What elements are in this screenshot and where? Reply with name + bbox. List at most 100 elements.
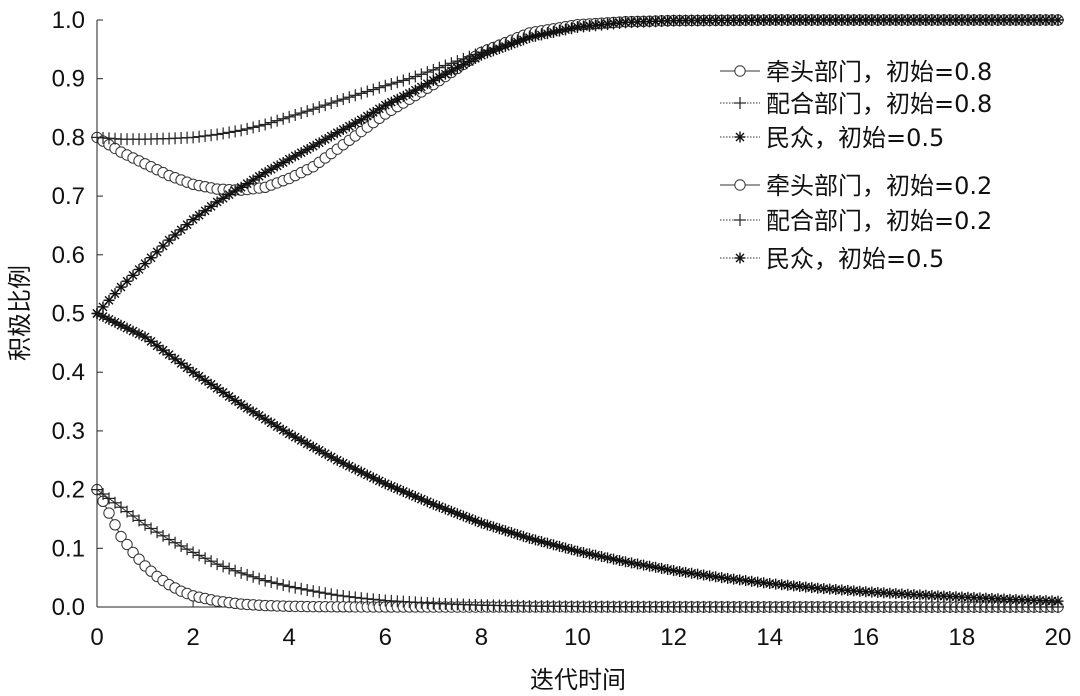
data-point bbox=[133, 514, 146, 527]
data-point bbox=[277, 112, 290, 125]
data-point bbox=[271, 577, 284, 590]
data-point bbox=[403, 72, 416, 85]
x-tick-label: 18 bbox=[949, 624, 976, 651]
data-point bbox=[253, 409, 265, 421]
data-point bbox=[283, 110, 296, 123]
axes: 0.0 0.1 0.2 0.3 0.4 0.5 0.6 0.7 0.8 0.9 1.0 0 2 4 6 8 10… bbox=[52, 7, 1072, 651]
data-point bbox=[331, 95, 344, 108]
data-point bbox=[175, 357, 187, 369]
data-point bbox=[337, 93, 350, 106]
data-point bbox=[265, 116, 278, 129]
data-point bbox=[313, 137, 325, 149]
y-tick-label: 0.9 bbox=[52, 66, 85, 93]
y-axis-label: 积极比例 bbox=[6, 265, 34, 361]
data-point bbox=[325, 588, 338, 601]
data-point bbox=[193, 209, 205, 221]
data-point bbox=[259, 574, 272, 587]
data-point bbox=[241, 568, 254, 581]
data-point bbox=[590, 549, 602, 561]
data-point bbox=[541, 28, 553, 40]
data-point bbox=[181, 543, 194, 556]
data-point bbox=[109, 519, 121, 531]
data-point bbox=[349, 89, 362, 102]
data-point bbox=[127, 269, 139, 281]
data-point bbox=[602, 552, 614, 564]
legend-item: 配合部门，初始=0.8 bbox=[720, 90, 992, 118]
data-point bbox=[301, 105, 314, 118]
data-point bbox=[181, 362, 193, 374]
data-point bbox=[367, 83, 380, 96]
legend-item: 牵头部门，初始=0.8 bbox=[720, 58, 992, 86]
data-point bbox=[199, 374, 211, 386]
data-point bbox=[277, 578, 290, 591]
data-point bbox=[199, 129, 212, 142]
y-tick-label: 0.1 bbox=[52, 535, 85, 562]
data-point bbox=[139, 518, 152, 531]
data-point bbox=[283, 580, 296, 593]
data-point bbox=[217, 386, 229, 398]
series-4 bbox=[91, 483, 1064, 613]
data-point bbox=[319, 587, 332, 600]
data-point bbox=[109, 496, 122, 509]
data-point bbox=[247, 406, 259, 418]
data-point bbox=[734, 574, 746, 586]
data-point bbox=[115, 501, 128, 514]
data-point bbox=[295, 107, 308, 120]
data-point bbox=[325, 97, 338, 110]
data-point bbox=[211, 196, 223, 208]
data-point bbox=[704, 570, 716, 582]
data-point bbox=[277, 156, 289, 168]
legend-marker bbox=[734, 179, 746, 191]
data-point bbox=[145, 252, 157, 264]
x-tick-label: 4 bbox=[283, 624, 296, 651]
series-2 bbox=[91, 14, 1064, 319]
legend-label: 配合部门，初始=0.2 bbox=[766, 207, 992, 235]
data-point bbox=[421, 78, 433, 90]
data-point bbox=[307, 585, 320, 598]
data-point bbox=[217, 560, 230, 573]
data-point bbox=[782, 579, 794, 591]
data-point bbox=[223, 562, 236, 575]
y-tick-label: 0.4 bbox=[52, 359, 85, 386]
data-point bbox=[187, 214, 199, 226]
data-point bbox=[632, 558, 644, 570]
data-point bbox=[115, 530, 127, 543]
data-point bbox=[373, 103, 385, 115]
data-point bbox=[385, 77, 398, 90]
data-point bbox=[427, 63, 440, 76]
data-point bbox=[151, 246, 163, 258]
data-point bbox=[331, 589, 344, 602]
legend: 牵头部门，初始=0.8 配合部门，初始=0.8 民众，初始=0.5 牵头部门，初始=0… bbox=[720, 58, 992, 273]
legend-label: 配合部门，初始=0.8 bbox=[766, 90, 992, 118]
data-point bbox=[229, 125, 242, 138]
data-point bbox=[253, 572, 266, 585]
data-point bbox=[373, 81, 386, 94]
data-point bbox=[361, 110, 373, 122]
x-tick-label: 12 bbox=[660, 624, 687, 651]
data-point bbox=[157, 344, 169, 356]
data-point bbox=[163, 533, 176, 546]
data-point bbox=[421, 66, 434, 79]
data-point bbox=[379, 79, 392, 92]
data-point bbox=[415, 68, 428, 81]
data-point bbox=[361, 85, 374, 98]
data-point bbox=[121, 505, 134, 518]
series-line bbox=[96, 313, 1059, 602]
data-point bbox=[139, 331, 151, 343]
legend-marker bbox=[734, 131, 746, 143]
series-5 bbox=[91, 308, 1064, 607]
data-point bbox=[409, 70, 422, 83]
data-point bbox=[223, 126, 236, 139]
data-point bbox=[121, 538, 133, 551]
data-point bbox=[289, 581, 302, 594]
data-point bbox=[277, 424, 289, 436]
data-point bbox=[205, 200, 217, 212]
data-point bbox=[187, 131, 200, 144]
data-point bbox=[740, 575, 752, 587]
data-point bbox=[325, 130, 337, 142]
y-tick-label: 0.5 bbox=[52, 301, 85, 328]
data-point bbox=[343, 91, 356, 104]
data-point bbox=[355, 114, 367, 126]
legend-item: 牵头部门，初始=0.2 bbox=[720, 172, 992, 200]
x-tick-label: 0 bbox=[90, 624, 103, 651]
